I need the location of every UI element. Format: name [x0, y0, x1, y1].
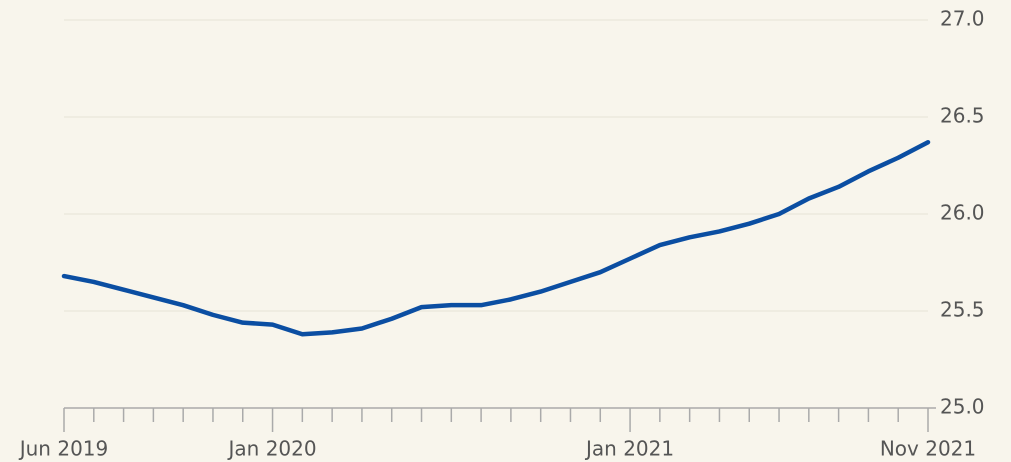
x-tick-label: Nov 2021: [880, 437, 976, 461]
y-tick-label: 27.0: [940, 7, 985, 31]
line: [61, 139, 931, 337]
y-tick-label: 26.5: [940, 104, 985, 128]
y-tick-label: 25.5: [940, 298, 985, 322]
y-tick-label: 25.0: [940, 395, 985, 419]
x-tick-label: Jun 2019: [18, 437, 109, 461]
x-tick-label: Jan 2021: [584, 437, 674, 461]
y-tick-label: 26.0: [940, 201, 985, 225]
x-tick-label: Jan 2020: [227, 437, 317, 461]
